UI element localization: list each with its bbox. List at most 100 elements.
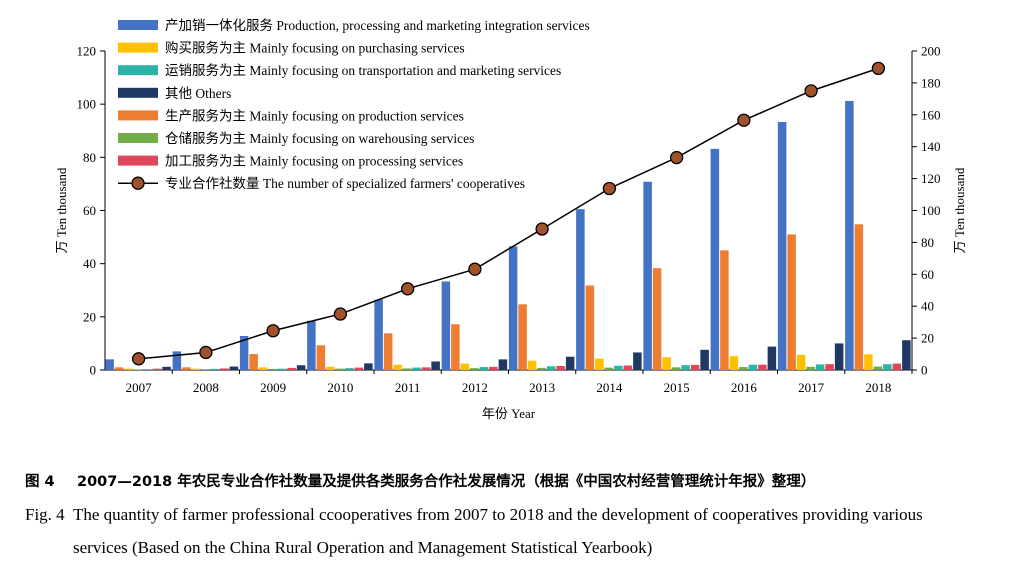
- left-axis-title: 万 Ten thousand: [54, 167, 69, 253]
- bar: [825, 364, 834, 370]
- x-tick-label: 2014: [596, 380, 623, 395]
- right-tick-label: 100: [921, 203, 941, 218]
- bar: [902, 340, 911, 370]
- bar: [739, 367, 748, 370]
- bar: [537, 367, 546, 370]
- legend-label: 其他 Others: [165, 86, 231, 101]
- x-tick-label: 2010: [327, 380, 353, 395]
- x-tick-label: 2009: [260, 380, 286, 395]
- right-tick-label: 40: [921, 299, 934, 314]
- bar: [162, 366, 171, 370]
- bar: [220, 368, 229, 370]
- caption-cn-label: 图 4: [25, 474, 55, 490]
- bar: [700, 349, 709, 370]
- bar: [720, 250, 729, 370]
- bar: [152, 368, 162, 370]
- bar: [652, 268, 662, 370]
- bar: [643, 181, 652, 370]
- bar: [585, 285, 595, 370]
- bar: [633, 352, 642, 370]
- bar: [489, 366, 498, 370]
- line-point: [266, 324, 280, 338]
- bar: [326, 366, 335, 370]
- bar: [460, 363, 470, 370]
- bar: [412, 367, 421, 370]
- line-point: [131, 352, 146, 366]
- bar: [133, 369, 143, 370]
- bar: [229, 366, 239, 370]
- legend-swatch: [118, 65, 158, 76]
- legend-label: 仓储服务为主 Mainly focusing on warehousing se…: [165, 131, 474, 146]
- bar: [806, 366, 815, 370]
- bar: [402, 368, 412, 370]
- bar: [114, 367, 124, 370]
- left-tick-label: 100: [77, 97, 97, 112]
- caption-en-label: Fig. 4: [25, 505, 65, 524]
- caption-cn-text: 2007—2018 年农民专业合作社数量及提供各类服务合作社发展情况（根据《中国…: [77, 474, 816, 490]
- bar: [767, 346, 777, 370]
- left-tick-label: 40: [83, 256, 96, 271]
- right-axis-title: 万 Ten thousand: [952, 167, 967, 253]
- bar: [383, 333, 393, 370]
- line-point: [468, 262, 482, 276]
- x-tick-label: 2013: [529, 380, 555, 395]
- bar: [191, 368, 201, 370]
- right-tick-label: 120: [921, 171, 941, 186]
- bar: [393, 364, 402, 370]
- bar: [239, 335, 249, 370]
- bar: [604, 367, 614, 370]
- bar: [690, 364, 700, 370]
- x-tick-label: 2008: [193, 380, 219, 395]
- line-point: [535, 222, 549, 236]
- line-point: [199, 345, 213, 360]
- line-point: [737, 113, 751, 127]
- bar: [431, 361, 440, 370]
- bar: [364, 363, 373, 370]
- bar: [124, 368, 133, 370]
- bar: [845, 100, 854, 370]
- bar: [623, 365, 633, 370]
- bar: [662, 357, 671, 370]
- legend-label: 加工服务为主 Mainly focusing on processing ser…: [165, 154, 463, 169]
- bar: [508, 246, 518, 370]
- right-tick-label: 80: [921, 235, 934, 250]
- x-tick-label: 2018: [865, 380, 891, 395]
- right-tick-label: 20: [921, 331, 934, 346]
- bar: [498, 359, 508, 370]
- bar: [527, 360, 537, 370]
- x-tick-label: 2007: [126, 380, 153, 395]
- legend-swatch: [118, 20, 158, 30]
- bar: [815, 364, 825, 370]
- bar: [883, 364, 892, 370]
- bar: [671, 367, 681, 370]
- legend-label: 专业合作社数量 The number of specialized farmer…: [165, 176, 525, 191]
- bar: [268, 368, 277, 370]
- bar: [421, 367, 431, 370]
- bar: [834, 343, 844, 370]
- bar: [595, 358, 604, 370]
- left-tick-label: 60: [83, 203, 96, 218]
- bar: [451, 324, 460, 370]
- legend-label: 生产服务为主 Mainly focusing on production ser…: [165, 108, 464, 123]
- line-point: [669, 150, 684, 165]
- cooperatives-line: [138, 67, 879, 360]
- legend-label: 运销服务为主 Mainly focusing on transportation…: [165, 63, 561, 78]
- bar: [143, 369, 152, 370]
- bar: [335, 368, 345, 370]
- right-tick-label: 200: [921, 44, 941, 59]
- line-point: [871, 61, 886, 76]
- legend-swatch: [118, 87, 158, 98]
- bar: [354, 367, 364, 370]
- line-point: [333, 307, 348, 321]
- caption-chinese: 图 4 2007—2018 年农民专业合作社数量及提供各类服务合作社发展情况（根据…: [25, 470, 815, 491]
- bar: [105, 359, 114, 370]
- bar: [172, 351, 182, 370]
- bar: [479, 367, 489, 370]
- chart: 0 20 40 60 80 100 120 0 20 40 60 80 100 120 140 160 180 2…: [54, 18, 967, 421]
- bar: [287, 367, 296, 370]
- bar: [873, 366, 883, 370]
- x-tick-label: 2017: [798, 380, 825, 395]
- bar: [441, 281, 451, 370]
- legend-swatch: [118, 155, 158, 166]
- right-tick-label: 0: [921, 363, 928, 378]
